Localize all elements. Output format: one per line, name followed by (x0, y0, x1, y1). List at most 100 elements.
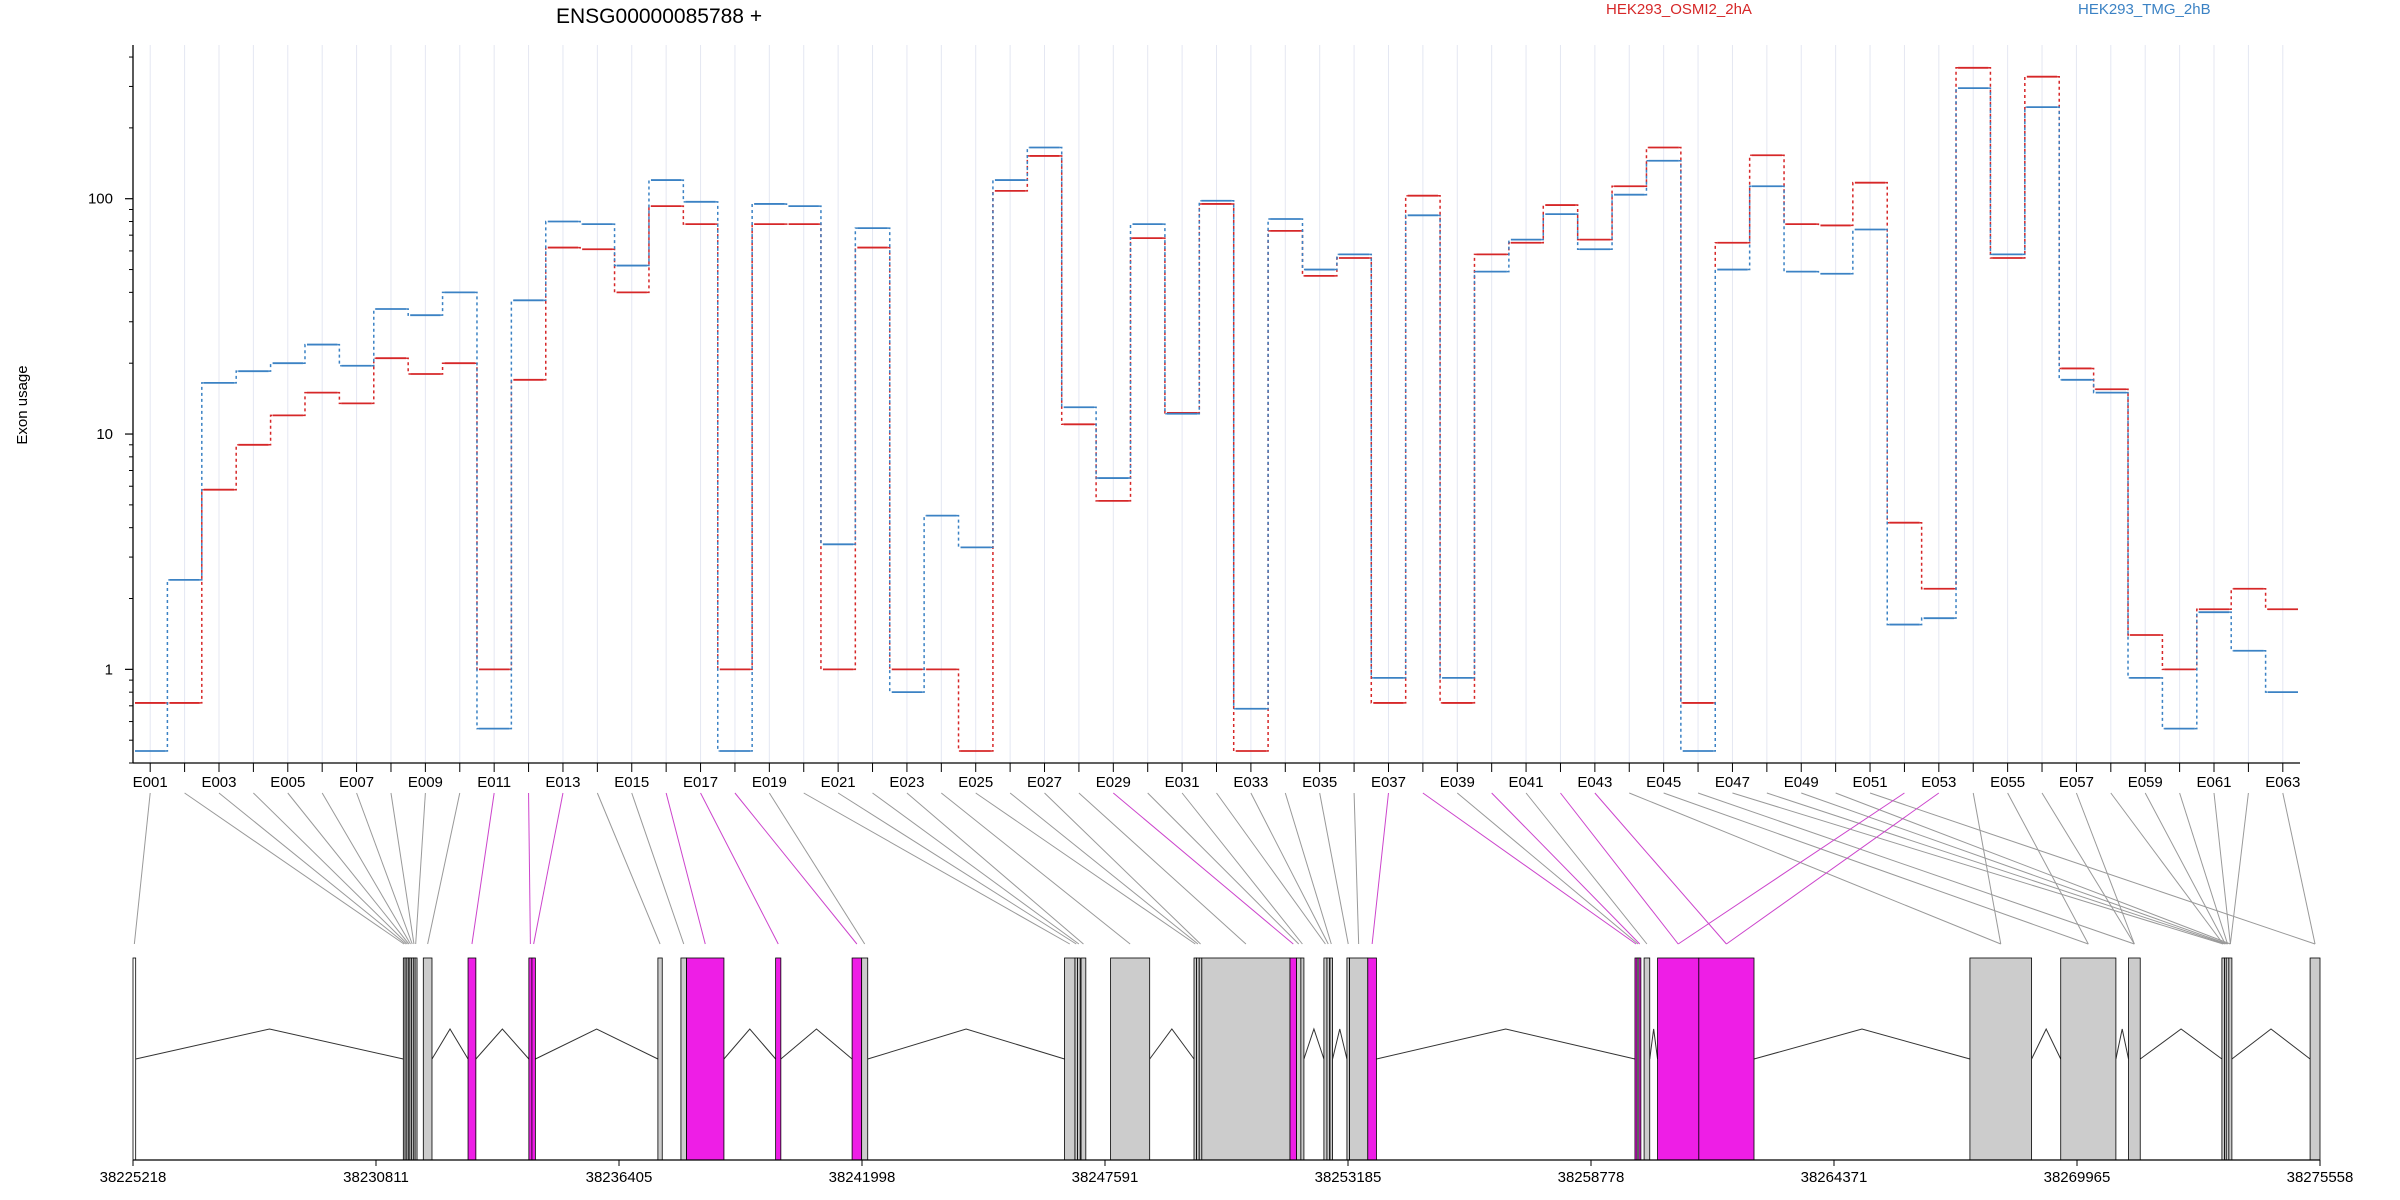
series-2-step (1369, 253, 1374, 679)
series-2-step (887, 227, 892, 693)
x-tick-label-e031: E031 (1165, 774, 1200, 791)
connector-e033 (1250, 792, 1329, 945)
series-lines (135, 66, 2298, 752)
genomic-tick-label-0: 38225218 (100, 1169, 167, 1186)
series-1-step (371, 357, 376, 405)
connector-e039 (1456, 792, 1639, 945)
connector-e023 (906, 792, 1084, 945)
connector-e061 (2213, 792, 2231, 945)
exon-box-e023 (1080, 957, 1087, 1161)
series-1-step (2263, 588, 2268, 611)
series-2-step (543, 220, 548, 302)
series-2-step (1094, 406, 1099, 479)
series-1-step (1713, 241, 1718, 704)
connector-e011 (471, 792, 495, 945)
exon-box-e018 (851, 957, 863, 1161)
exon-box-e050 (2228, 957, 2233, 1161)
series-2-step (337, 343, 342, 367)
series-2-step (302, 343, 307, 364)
genomic-axis: 38225218 38230811 38236405 38241998 38247591… (100, 1159, 2354, 1186)
connector-e028 (1078, 792, 1247, 945)
exon-connectors (133, 792, 2316, 945)
connector-e057 (2075, 792, 2135, 945)
connector-e055 (2007, 792, 2089, 945)
series-1-step (474, 362, 479, 671)
series-2-step (784, 203, 789, 207)
x-tick-label-e007: E007 (339, 774, 374, 791)
x-tick-label-e051: E051 (1853, 774, 1888, 791)
exon-box-e032 (1323, 957, 1328, 1161)
x-tick-label-e037: E037 (1371, 774, 1406, 791)
intron-line (431, 1028, 469, 1060)
intron-line (1753, 1028, 1971, 1060)
series-1-step (1059, 155, 1064, 426)
connector-e041 (1525, 792, 1648, 945)
x-tick-label-e001: E001 (133, 774, 168, 791)
intron-line (535, 1028, 659, 1060)
series-2-step (199, 382, 204, 581)
x-tick-label-e023: E023 (889, 774, 924, 791)
series-1-step (440, 362, 445, 375)
connector-e036 (1353, 792, 1360, 945)
exon-box-e029 (1289, 957, 1297, 1161)
exon-box-e014 (657, 957, 663, 1161)
x-tick-label-e061: E061 (2196, 774, 2231, 791)
connector-e024 (941, 792, 1131, 945)
connector-e025 (975, 792, 1196, 945)
exon-box-e044 (1969, 957, 2033, 1161)
series-2-step (715, 201, 720, 752)
series-2-step (234, 370, 239, 384)
series-1-step (1197, 203, 1202, 414)
series-1-step (1266, 230, 1271, 752)
x-tick-label-e035: E035 (1302, 774, 1337, 791)
exon-box-e024 (1110, 957, 1151, 1161)
genomic-tick-label-9: 38275558 (2287, 1169, 2354, 1186)
connector-e059 (2144, 792, 2226, 945)
series-2-step (1575, 213, 1580, 250)
series-1-step (1919, 521, 1924, 590)
connector-e026 (1009, 792, 1199, 945)
connector-e022 (872, 792, 1080, 945)
series-2-step (646, 179, 651, 267)
series-2-step (853, 227, 858, 546)
intron-line (1149, 1028, 1195, 1060)
exon-box-e051 (2309, 957, 2321, 1161)
series-1-step (1747, 154, 1752, 244)
y-tick-label-1: 1 (105, 661, 113, 678)
connector-e006 (321, 792, 411, 945)
series-2-step (2091, 379, 2096, 394)
y-axis-label: Exon usage (14, 365, 31, 444)
series-1-step (646, 205, 651, 294)
series-2-step (1713, 268, 1718, 752)
series-2-step (1300, 218, 1305, 271)
exon-box-e042 (1657, 957, 1700, 1161)
exon-box-e015 (680, 957, 687, 1161)
connector-e062 (2229, 792, 2249, 945)
connector-e038 (1422, 792, 1637, 945)
series-2-step (1678, 159, 1683, 752)
connector-e034 (1284, 792, 1332, 945)
series-2-step (1954, 87, 1959, 619)
x-tick-label-e017: E017 (683, 774, 718, 791)
series-2-step (2263, 649, 2268, 693)
x-tick-label-e013: E013 (545, 774, 580, 791)
legend-series-2: HEK293_TMG_2hB (2078, 1, 2211, 18)
x-tick-label-e021: E021 (821, 774, 856, 791)
series-1-step (578, 246, 583, 250)
connector-e017 (700, 792, 779, 945)
series-1-step (302, 391, 307, 417)
connector-e029 (1112, 792, 1294, 945)
connector-e051 (1869, 792, 2316, 945)
x-tick-label-e053: E053 (1921, 774, 1956, 791)
series-2-step (1610, 193, 1615, 250)
series-2-step (922, 514, 927, 693)
series-1-step (853, 246, 858, 671)
series-1-step (1094, 423, 1099, 502)
series-2-step (371, 308, 376, 367)
series-2-step (750, 203, 755, 752)
connector-e018 (734, 792, 858, 945)
series-2-step (1472, 270, 1477, 679)
connector-e008 (390, 792, 415, 945)
exon-box-e046 (2128, 957, 2141, 1161)
